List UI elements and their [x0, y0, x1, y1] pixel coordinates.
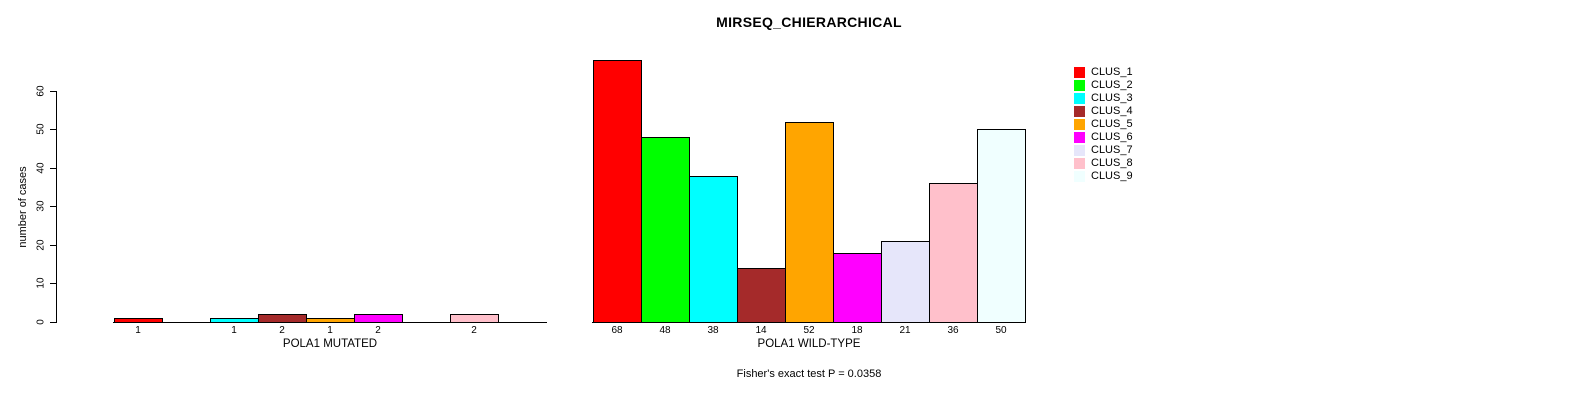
- bar-count-label: 2: [279, 325, 285, 336]
- bar-count-label: 68: [611, 325, 623, 336]
- y-tick: [50, 322, 56, 323]
- legend-row: CLUS_7: [1074, 144, 1133, 156]
- legend-label: CLUS_9: [1091, 170, 1133, 182]
- bar-count-label: 14: [755, 325, 767, 336]
- bar-count-label: 21: [899, 325, 911, 336]
- bar: [785, 122, 834, 323]
- bar-count-label: 18: [851, 325, 863, 336]
- legend-label: CLUS_7: [1091, 144, 1133, 156]
- chart-title: MIRSEQ_CHIERARCHICAL: [716, 14, 902, 30]
- y-axis-spine: [56, 91, 57, 323]
- y-tick: [50, 91, 56, 92]
- bar: [593, 60, 642, 323]
- legend-row: CLUS_5: [1074, 118, 1133, 130]
- legend-swatch: [1074, 131, 1085, 143]
- bar: [689, 176, 738, 323]
- y-tick: [50, 168, 56, 169]
- legend-label: CLUS_3: [1091, 92, 1133, 104]
- bar: [354, 314, 403, 323]
- legend-label: CLUS_5: [1091, 118, 1133, 130]
- y-tick-label: 20: [35, 239, 47, 251]
- legend-swatch: [1074, 170, 1085, 182]
- bar-count-label: 36: [947, 325, 959, 336]
- y-tick-label: 40: [35, 162, 47, 174]
- y-tick: [50, 245, 56, 246]
- bar-count-label: 1: [135, 325, 141, 336]
- x-axis-label-mutated: POLA1 MUTATED: [282, 338, 378, 350]
- y-tick-label: 50: [35, 123, 47, 135]
- legend-row: CLUS_9: [1074, 170, 1133, 182]
- bar: [641, 137, 690, 323]
- bar: [210, 318, 259, 323]
- y-tick: [50, 283, 56, 284]
- legend-swatch: [1074, 105, 1085, 117]
- y-tick-label: 60: [35, 85, 47, 97]
- bar-count-label: 1: [231, 325, 237, 336]
- bar: [977, 129, 1026, 323]
- legend-label: CLUS_2: [1091, 79, 1133, 91]
- legend-swatch: [1074, 157, 1085, 169]
- y-axis-label: number of cases: [17, 166, 29, 248]
- legend-row: CLUS_2: [1074, 79, 1133, 91]
- bar-count-label: 1: [327, 325, 333, 336]
- y-tick-label: 0: [35, 319, 47, 325]
- bar-count-label: 48: [659, 325, 671, 336]
- x-axis-label-wild-type: POLA1 WILD-TYPE: [757, 338, 861, 350]
- legend-row: CLUS_1: [1074, 66, 1133, 78]
- bar-count-label: 50: [995, 325, 1007, 336]
- legend-row: CLUS_3: [1074, 92, 1133, 104]
- legend-label: CLUS_1: [1091, 66, 1133, 78]
- legend-label: CLUS_4: [1091, 105, 1133, 117]
- y-tick-label: 30: [35, 200, 47, 212]
- bar: [881, 241, 930, 323]
- y-tick: [50, 206, 56, 207]
- legend-row: CLUS_6: [1074, 131, 1133, 143]
- bar: [306, 318, 355, 323]
- bar-count-label: 2: [375, 325, 381, 336]
- bar-count-label: 38: [707, 325, 719, 336]
- legend-label: CLUS_6: [1091, 131, 1133, 143]
- bar: [114, 318, 163, 323]
- fisher-test-footnote: Fisher's exact test P = 0.0358: [736, 368, 882, 380]
- bar: [929, 183, 978, 323]
- legend-swatch: [1074, 118, 1085, 130]
- legend-row: CLUS_4: [1074, 105, 1133, 117]
- bar: [737, 268, 786, 323]
- bar-count-label: 2: [471, 325, 477, 336]
- legend-row: CLUS_8: [1074, 157, 1133, 169]
- legend-swatch: [1074, 66, 1085, 78]
- legend-swatch: [1074, 144, 1085, 156]
- y-tick-label: 10: [35, 277, 47, 289]
- legend-label: CLUS_8: [1091, 157, 1133, 169]
- bar: [833, 253, 882, 323]
- bar-count-label: 52: [803, 325, 815, 336]
- legend-swatch: [1074, 79, 1085, 91]
- bar: [258, 314, 307, 323]
- legend-swatch: [1074, 92, 1085, 104]
- bar: [450, 314, 499, 323]
- y-tick: [50, 129, 56, 130]
